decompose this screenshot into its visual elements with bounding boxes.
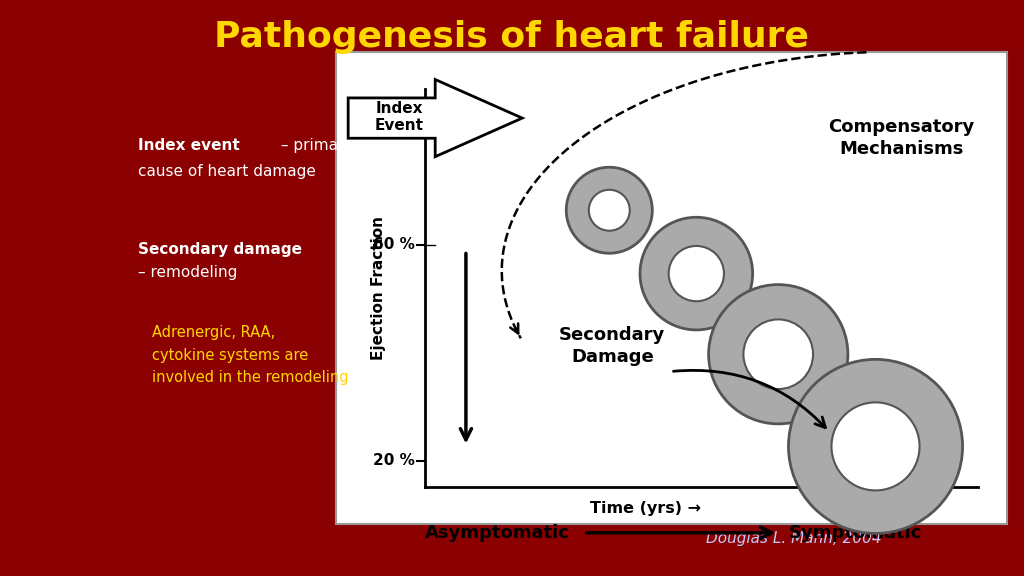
Ellipse shape [640,217,753,330]
Text: Pathogenesis of heart failure: Pathogenesis of heart failure [214,20,810,55]
Text: Secondary damage: Secondary damage [138,242,302,257]
Text: 20 %: 20 % [373,453,415,468]
Text: 60 %: 60 % [373,237,415,252]
Text: Compensatory
Mechanisms: Compensatory Mechanisms [828,118,974,158]
Polygon shape [348,79,522,157]
Ellipse shape [709,285,848,424]
Bar [336,52,1007,524]
Ellipse shape [566,167,652,253]
Text: Index
Event: Index Event [375,101,424,133]
Text: Asymptomatic: Asymptomatic [425,524,569,542]
Text: – remodeling: – remodeling [138,265,238,280]
Text: Symptomatic: Symptomatic [788,524,922,542]
Ellipse shape [589,190,630,231]
Text: Adrenergic, RAA,
cytokine systems are
involved in the remodeling: Adrenergic, RAA, cytokine systems are in… [152,325,348,385]
Ellipse shape [669,246,724,301]
Text: Index event: Index event [138,138,240,153]
Ellipse shape [743,320,813,389]
Text: Secondary
Damage: Secondary Damage [559,325,666,366]
Text: Douglas L. Mann, 2004: Douglas L. Mann, 2004 [706,531,882,546]
Ellipse shape [831,403,920,490]
Text: – primary: – primary [276,138,354,153]
Text: cause of heart damage: cause of heart damage [138,164,316,179]
Ellipse shape [788,359,963,533]
Text: Ejection Fraction: Ejection Fraction [372,216,386,360]
Text: Time (yrs) →: Time (yrs) → [590,501,700,516]
